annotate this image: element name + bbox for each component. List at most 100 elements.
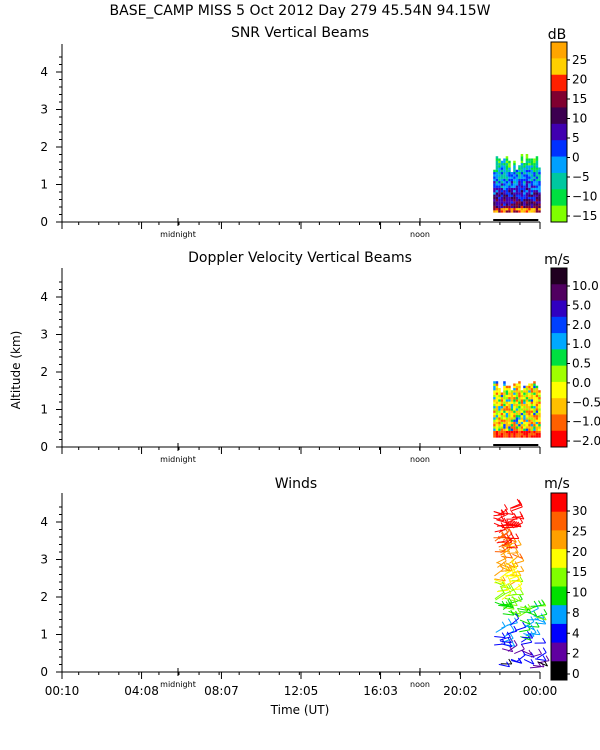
- heatmap-cell: [515, 423, 519, 427]
- heatmap-cell: [513, 174, 516, 177]
- heatmap-cell: [520, 171, 524, 175]
- heatmap-cell: [510, 412, 514, 416]
- colorbar-label: 25: [572, 53, 587, 67]
- heatmap-cell: [498, 205, 501, 209]
- heatmap-cell: [510, 390, 514, 393]
- heatmap-cell: [513, 426, 516, 429]
- heatmap-cell: [518, 178, 521, 182]
- heatmap-cell: [533, 423, 536, 427]
- heatmap-cell: [513, 203, 516, 206]
- heatmap-cell: [500, 162, 504, 166]
- heatmap-cell: [535, 408, 539, 411]
- heatmap-cell: [515, 412, 519, 416]
- heatmap-cell: [538, 405, 541, 409]
- wind-barb-flag: [509, 633, 514, 639]
- heatmap-cell: [495, 194, 499, 197]
- heatmap-cell: [500, 198, 504, 202]
- heatmap-cell: [533, 207, 536, 211]
- y-tick-label: 1: [40, 178, 48, 192]
- heatmap-cell: [518, 396, 521, 400]
- heatmap-cell: [528, 205, 531, 209]
- heatmap-cell: [528, 405, 531, 409]
- heatmap-cell: [523, 183, 526, 186]
- wind-barb-flag: [542, 647, 547, 653]
- heatmap-cell: [503, 169, 506, 173]
- wind-barb-flag: [545, 655, 550, 661]
- heatmap-cell: [515, 383, 519, 386]
- heatmap-cell: [528, 399, 531, 402]
- heatmap-cell: [500, 410, 504, 413]
- heatmap-cell: [525, 403, 529, 407]
- heatmap-cell: [505, 385, 509, 389]
- x-tick-label: 08:07: [204, 684, 239, 698]
- heatmap-cell: [533, 183, 536, 186]
- heatmap-cell: [530, 394, 534, 398]
- heatmap-cell: [535, 178, 539, 182]
- heatmap-cell: [530, 417, 534, 420]
- heatmap-cell: [505, 207, 509, 211]
- heatmap-cell: [513, 390, 516, 393]
- wind-barb: [520, 606, 532, 610]
- wind-barb-flag: [535, 621, 540, 628]
- colorbar-label: −2.0: [572, 434, 600, 448]
- heatmap-cell: [495, 171, 499, 175]
- wind-barb-flag: [510, 609, 515, 616]
- heatmap-cell: [498, 417, 501, 420]
- heatmap-cell: [503, 183, 506, 186]
- heatmap-cell: [503, 167, 506, 170]
- heatmap-cell: [498, 396, 501, 400]
- heatmap-cell: [500, 205, 504, 209]
- heatmap-cell: [513, 196, 516, 200]
- heatmap-cell: [503, 396, 506, 400]
- heatmap-cell: [510, 189, 514, 193]
- heatmap-cell: [538, 428, 541, 431]
- heatmap-cell: [518, 198, 521, 202]
- heatmap-cell: [495, 421, 499, 425]
- heatmap-cell: [530, 428, 534, 431]
- heatmap-cell: [493, 194, 496, 197]
- winds-colorbar-unit: m/s: [544, 476, 570, 492]
- heatmap-cell: [510, 432, 514, 436]
- heatmap-cell: [525, 385, 529, 389]
- heatmap-cell: [498, 428, 501, 431]
- heatmap-cell: [510, 417, 514, 420]
- colorbar-label: 2: [572, 647, 580, 661]
- heatmap-cell: [523, 176, 526, 179]
- heatmap-cell: [525, 207, 529, 211]
- heatmap-cell: [505, 169, 509, 173]
- wind-barb: [498, 532, 509, 540]
- heatmap-cell: [500, 187, 504, 191]
- wind-barb-flag: [507, 618, 512, 624]
- heatmap-cell: [503, 387, 506, 391]
- wind-barb-flag: [520, 589, 524, 595]
- heatmap-cell: [538, 412, 541, 416]
- wind-barb: [494, 578, 506, 582]
- wind-barb: [524, 621, 535, 629]
- heatmap-cell: [538, 408, 541, 411]
- heatmap-cell: [510, 174, 514, 177]
- heatmap-cell: [500, 176, 504, 179]
- heatmap-cell: [503, 203, 506, 206]
- heatmap-cell: [518, 381, 521, 384]
- heatmap-cell: [523, 392, 526, 395]
- heatmap-cell: [520, 401, 524, 404]
- heatmap-cell: [498, 207, 501, 211]
- heatmap-cell: [495, 185, 499, 188]
- heatmap-cell: [515, 414, 519, 418]
- heatmap-cell: [528, 412, 531, 416]
- heatmap-cell: [523, 423, 526, 427]
- wind-barb: [495, 593, 506, 601]
- wind-barb: [511, 504, 522, 509]
- colorbar-swatch: [551, 349, 567, 367]
- heatmap-cell: [498, 408, 501, 411]
- heatmap-cell: [495, 390, 499, 393]
- heatmap-cell: [503, 187, 506, 191]
- heatmap-cell: [500, 207, 504, 211]
- heatmap-cell: [493, 171, 496, 175]
- heatmap-cell: [530, 203, 534, 206]
- wind-barb: [521, 636, 533, 639]
- wind-barb-flag: [511, 562, 516, 569]
- heatmap-cell: [495, 167, 499, 170]
- heatmap-cell: [513, 176, 516, 179]
